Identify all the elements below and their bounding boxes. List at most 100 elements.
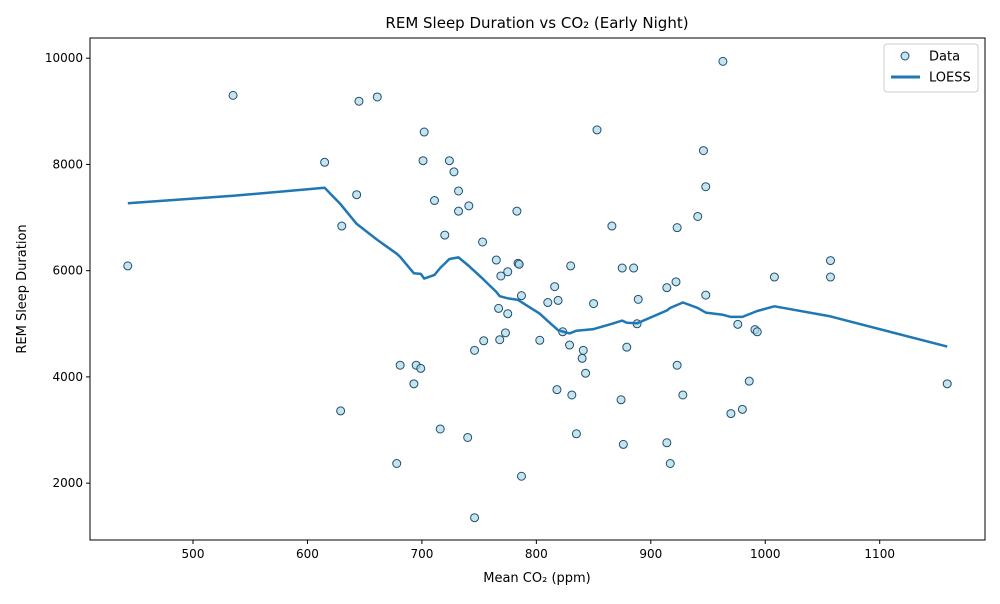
- data-point: [479, 336, 489, 346]
- data-point: [737, 404, 747, 414]
- data-point: [577, 353, 587, 363]
- data-point: [514, 259, 524, 269]
- data-point: [470, 513, 480, 523]
- data-point: [429, 196, 439, 206]
- data-point: [752, 327, 762, 337]
- data-point: [500, 328, 510, 338]
- data-point: [701, 182, 711, 192]
- data-point: [565, 340, 575, 350]
- y-tick-label: 10000: [45, 51, 83, 65]
- axes-frame: [89, 37, 986, 541]
- data-point: [672, 223, 682, 233]
- legend-data-marker: [900, 51, 910, 61]
- legend-loess-label: LOESS: [929, 71, 971, 86]
- data-point: [607, 221, 617, 231]
- data-point: [571, 429, 581, 439]
- data-point: [665, 459, 675, 469]
- data-point: [419, 127, 429, 137]
- y-axis-label: REM Sleep Duration: [15, 224, 30, 353]
- data-point: [662, 438, 672, 448]
- x-tick-label: 1000: [750, 547, 781, 561]
- data-point: [454, 206, 464, 216]
- data-point: [416, 363, 426, 373]
- data-point: [566, 261, 576, 271]
- x-tick-label: 900: [639, 547, 662, 561]
- x-tick-label: 700: [410, 547, 433, 561]
- data-point: [463, 432, 473, 442]
- data-point: [372, 92, 382, 102]
- chart-title: REM Sleep Duration vs CO₂ (Early Night): [385, 14, 688, 32]
- data-point: [633, 294, 643, 304]
- data-point: [337, 221, 347, 231]
- data-point: [512, 206, 522, 216]
- data-point: [320, 157, 330, 167]
- data-point: [733, 319, 743, 329]
- data-point: [617, 263, 627, 273]
- data-point: [589, 299, 599, 309]
- data-point: [409, 379, 419, 389]
- data-point: [535, 335, 545, 345]
- data-point: [718, 56, 728, 66]
- x-tick-label: 600: [296, 547, 319, 561]
- data-point: [503, 267, 513, 277]
- data-point: [418, 156, 428, 166]
- y-tick-label: 8000: [52, 157, 83, 171]
- x-tick-label: 500: [182, 547, 205, 561]
- y-tick-label: 4000: [52, 370, 83, 384]
- data-point: [464, 201, 474, 211]
- x-axis-label: Mean CO₂ (ppm): [483, 571, 591, 586]
- data-point: [592, 125, 602, 135]
- data-point: [440, 230, 450, 240]
- data-point: [516, 291, 526, 301]
- data-point: [622, 342, 632, 352]
- x-tick-label: 1100: [864, 547, 895, 561]
- data-point: [352, 190, 362, 200]
- plot-area: 500 600 700 800 900 1000 1100 2000 4000 6000 8000 1…: [45, 51, 952, 561]
- data-point: [581, 368, 591, 378]
- data-point: [392, 459, 402, 469]
- data-point: [478, 237, 488, 247]
- data-point: [726, 409, 736, 419]
- data-point: [616, 395, 626, 405]
- data-point: [662, 283, 672, 293]
- data-point: [503, 309, 513, 319]
- data-point: [550, 282, 560, 292]
- data-point: [744, 376, 754, 386]
- data-point: [825, 272, 835, 282]
- data-point: [553, 295, 563, 305]
- data-point: [671, 277, 681, 287]
- data-point: [825, 256, 835, 266]
- data-point: [552, 385, 562, 395]
- data-point: [495, 335, 505, 345]
- data-point: [470, 345, 480, 355]
- data-point: [336, 406, 346, 416]
- data-point: [678, 390, 688, 400]
- data-point: [543, 298, 553, 308]
- data-point: [228, 90, 238, 100]
- data-point: [395, 360, 405, 370]
- data-point: [494, 303, 504, 313]
- y-tick-label: 6000: [52, 264, 83, 278]
- data-point: [567, 390, 577, 400]
- data-point: [491, 255, 501, 265]
- data-point: [769, 272, 779, 282]
- loess-line: [127, 186, 948, 348]
- data-point: [672, 360, 682, 370]
- data-point: [496, 271, 506, 281]
- data-point: [693, 211, 703, 221]
- data-point: [698, 146, 708, 156]
- data-point: [123, 261, 133, 271]
- data-point: [454, 186, 464, 196]
- data-point: [516, 471, 526, 481]
- data-point: [942, 379, 952, 389]
- legend-data-label: Data: [929, 50, 960, 65]
- data-point: [701, 290, 711, 300]
- data-point: [618, 439, 628, 449]
- data-point: [629, 263, 639, 273]
- data-point: [435, 424, 445, 434]
- data-point: [354, 96, 364, 106]
- y-tick-label: 2000: [52, 476, 83, 490]
- data-point: [578, 345, 588, 355]
